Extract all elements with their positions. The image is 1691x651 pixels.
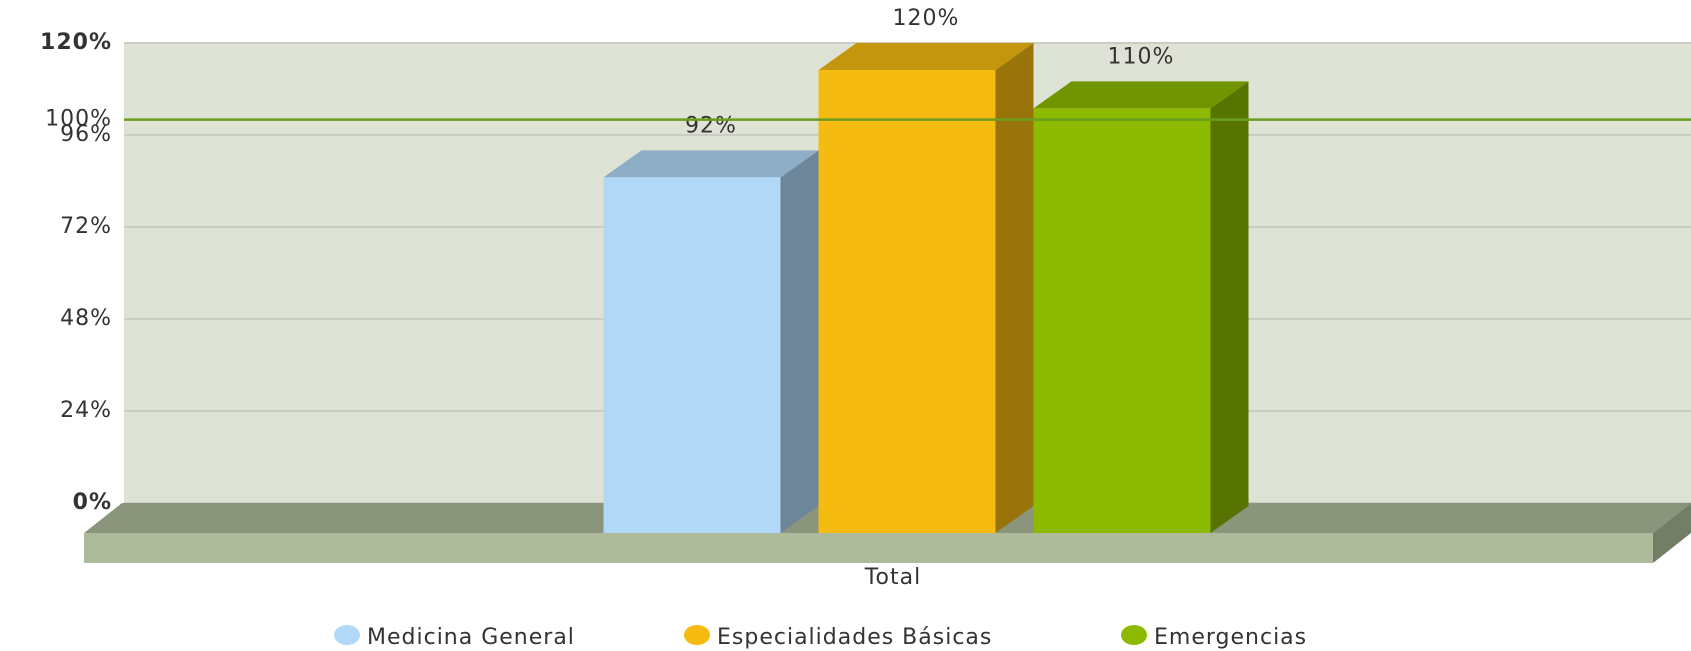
y-tick-label: 120% — [40, 30, 112, 55]
legend-label: Especialidades Básicas — [717, 625, 992, 650]
bar-side — [1210, 81, 1249, 533]
legend-marker — [1121, 625, 1147, 645]
bar — [603, 177, 781, 534]
bar-side — [995, 43, 1034, 533]
x-tick-label: Total — [864, 565, 921, 590]
y-tick-label: 48% — [60, 306, 112, 331]
bar-top — [603, 150, 819, 178]
y-tick-label: 96% — [60, 122, 112, 147]
data-label: 92% — [685, 113, 737, 138]
bar-side — [780, 150, 819, 534]
y-tick-label: 72% — [60, 214, 112, 239]
data-label: 110% — [1108, 44, 1175, 69]
bar — [818, 70, 996, 533]
legend-marker — [334, 625, 360, 645]
bar-top — [818, 43, 1034, 70]
y-tick-label: 24% — [60, 398, 112, 423]
y-tick-label: 0% — [73, 490, 112, 515]
bar-top — [1033, 81, 1249, 109]
legend-marker — [684, 625, 710, 645]
bar — [1033, 108, 1211, 533]
legend-label: Medicina General — [367, 625, 575, 650]
data-label: 120% — [893, 6, 960, 31]
floor-side — [1653, 503, 1691, 563]
trend-label: 100% — [45, 107, 112, 132]
legend-label: Emergencias — [1154, 625, 1307, 650]
floor-front — [84, 533, 1653, 563]
